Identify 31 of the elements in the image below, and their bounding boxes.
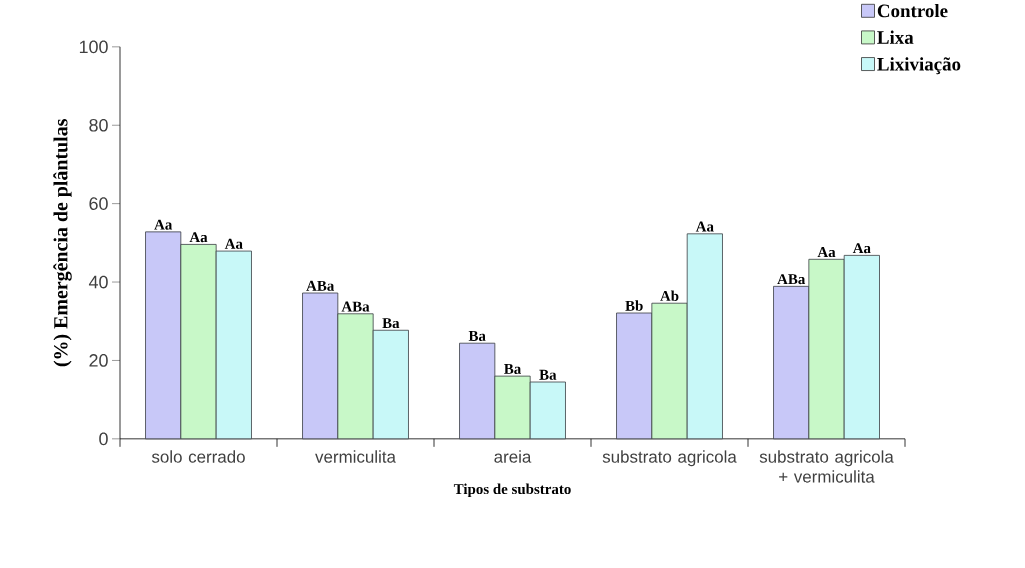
data-label: ABa <box>341 301 370 312</box>
data-label: Aa <box>189 232 208 243</box>
data-label: Ba <box>382 318 400 329</box>
x-tick-label: substrato agricola <box>602 450 737 467</box>
data-label: Aa <box>695 221 714 232</box>
data-label: Ba <box>504 364 522 374</box>
data-label: Ab <box>660 290 679 302</box>
y-axis-title: (%) Emergência de plântulas <box>53 119 72 367</box>
data-label: ABa <box>306 280 335 291</box>
data-label: Aa <box>224 238 243 249</box>
x-axis-title: Tipos de substrato <box>453 483 571 498</box>
legend-label: Lixiviação <box>877 57 961 75</box>
x-tick-label: solo cerrado <box>151 450 245 463</box>
y-tick-label: 100 <box>79 40 108 54</box>
data-label: Aa <box>154 219 173 230</box>
data-label: Ba <box>468 331 486 342</box>
data-label: Bb <box>625 300 643 311</box>
data-label: ABa <box>777 274 806 285</box>
legend-label: Lixa <box>877 30 914 44</box>
data-label: Aa <box>817 247 836 258</box>
y-tick-label: 60 <box>89 197 108 211</box>
y-tick-label: 20 <box>89 354 108 367</box>
x-tick-label: substrato agricola + vermiculita <box>759 450 894 483</box>
data-label: Ba <box>539 369 557 380</box>
y-tick-label: 80 <box>89 118 108 132</box>
x-tick-label: vermiculita <box>315 450 396 463</box>
x-tick-label: areia <box>494 450 532 463</box>
data-label: Aa <box>852 243 871 254</box>
y-tick-label: 40 <box>88 275 108 289</box>
legend-label: Controle <box>877 4 948 18</box>
y-tick-label: 0 <box>99 432 108 446</box>
